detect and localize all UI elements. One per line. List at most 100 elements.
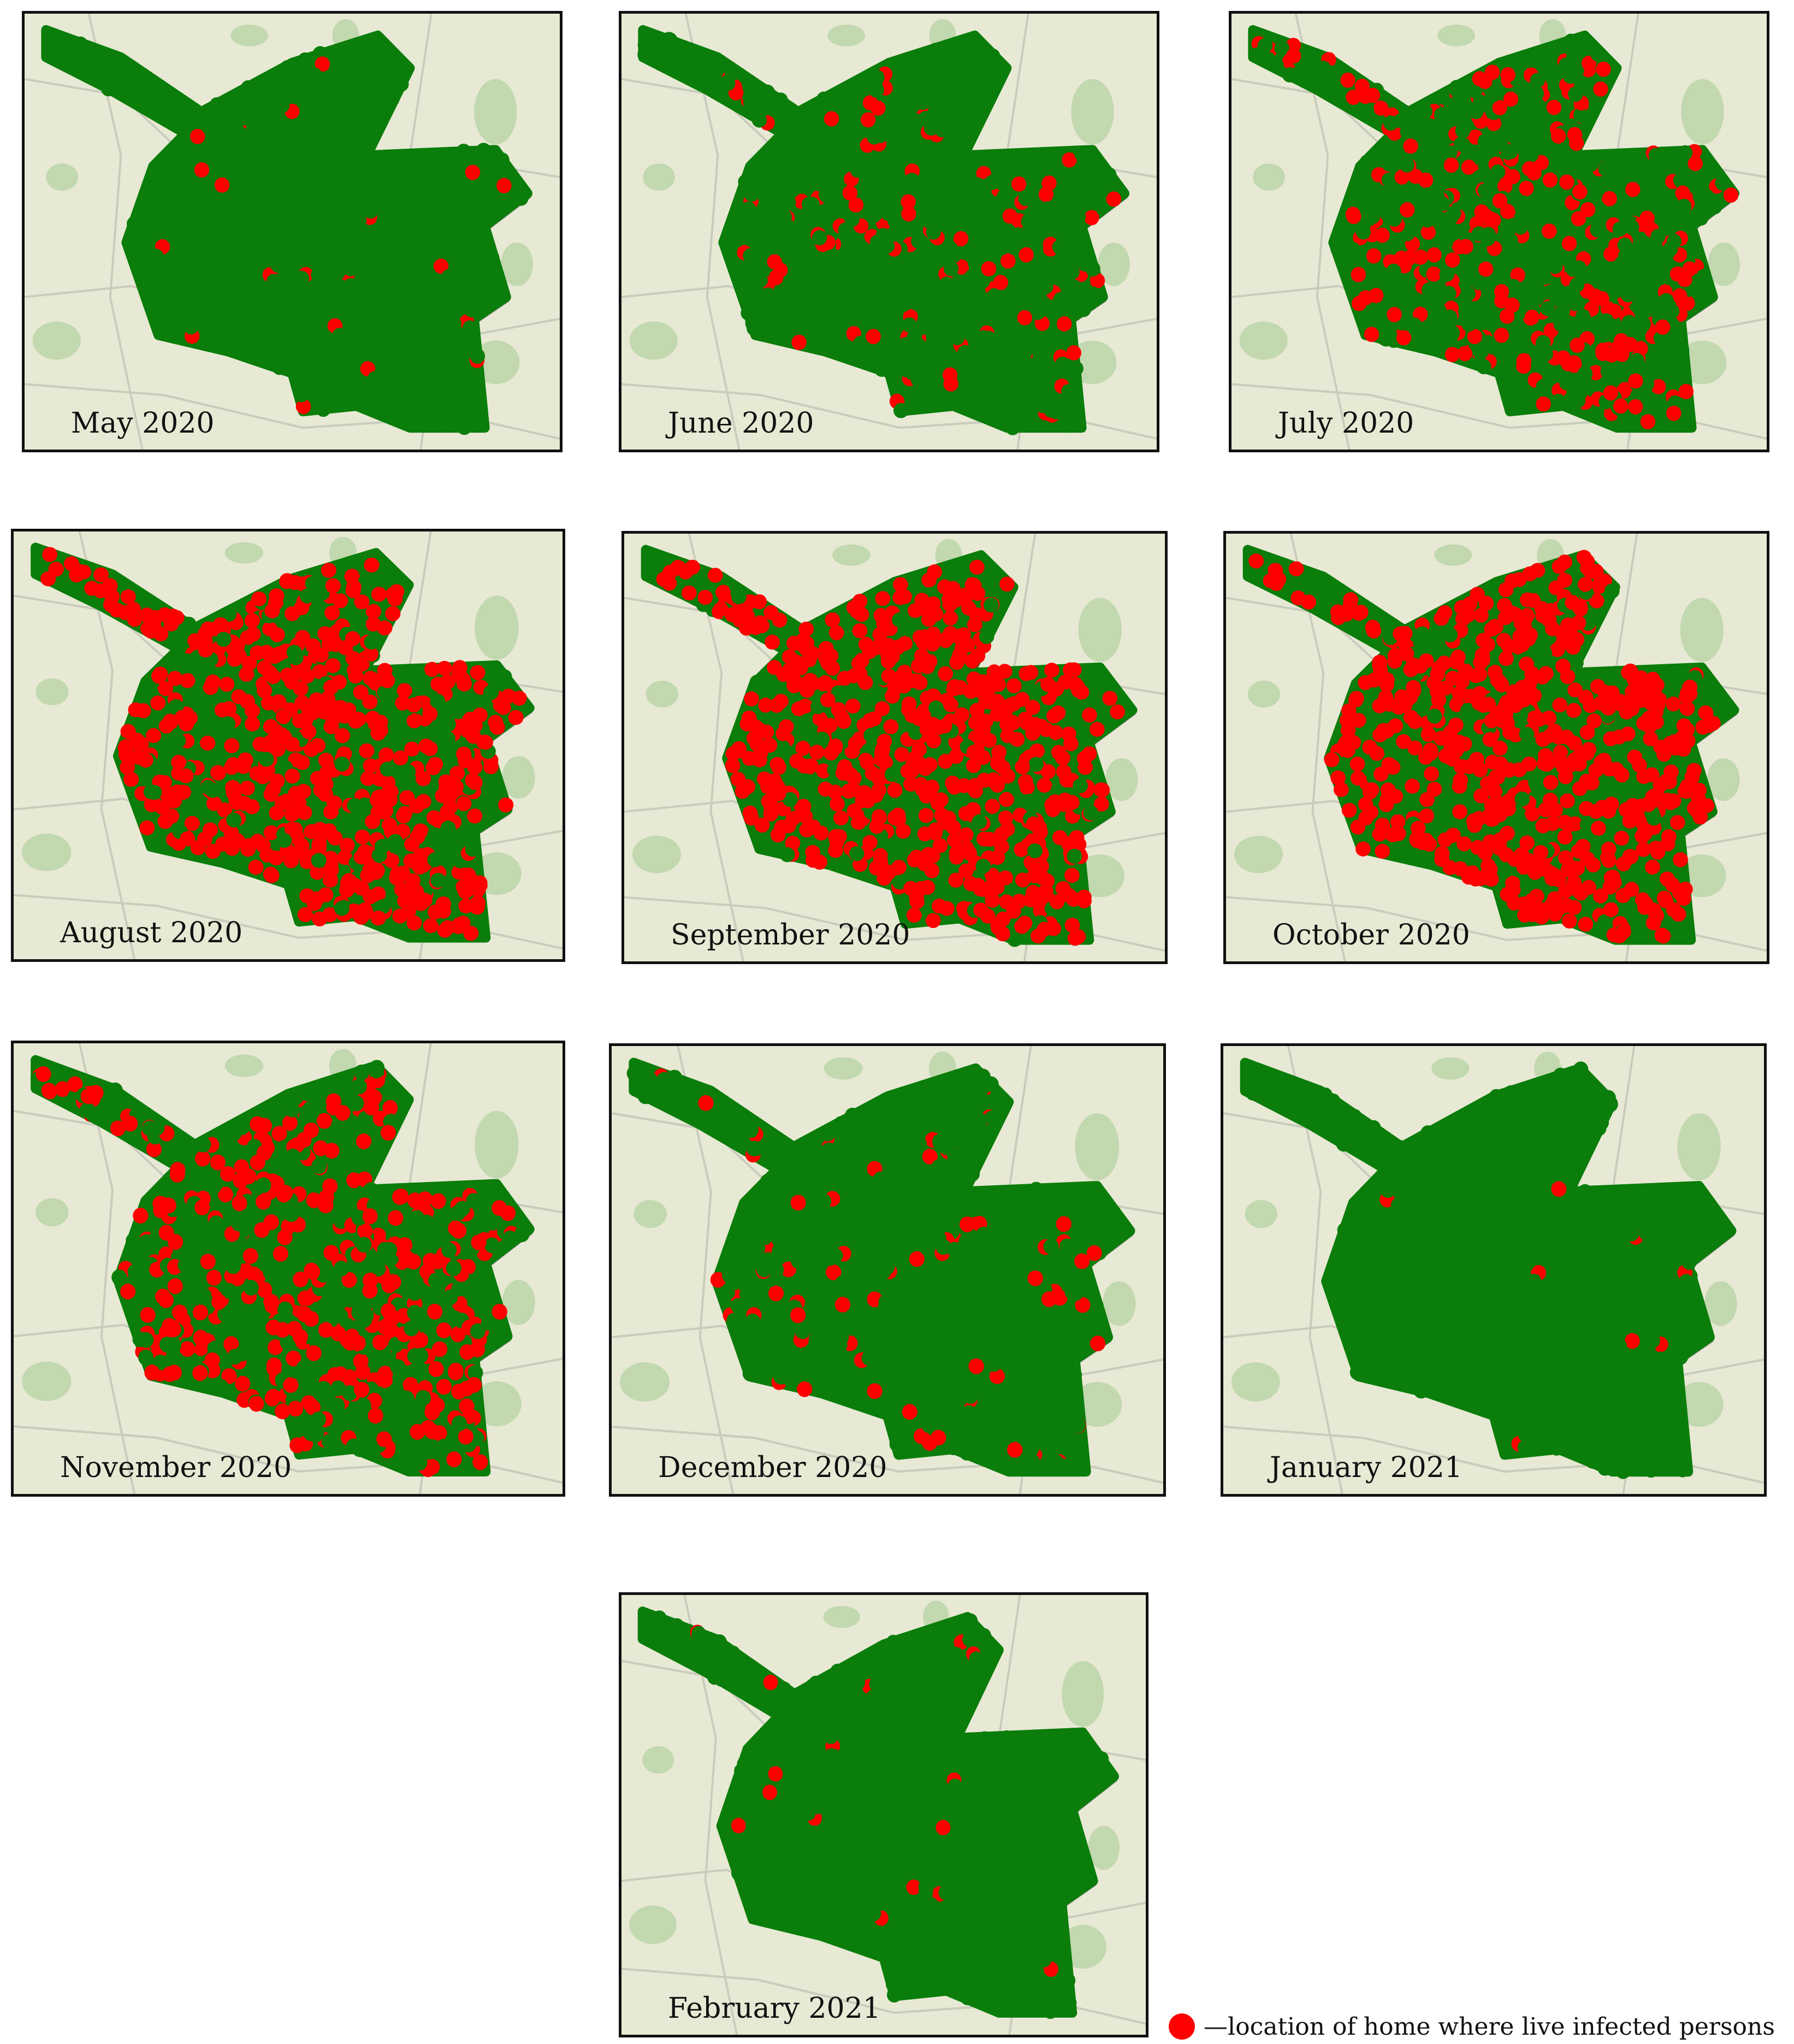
home-marker [226, 1125, 242, 1142]
infected-home-marker [1632, 758, 1647, 773]
home-marker [964, 269, 979, 285]
home-marker [381, 1396, 398, 1412]
infected-home-marker [202, 822, 218, 837]
home-marker [166, 216, 181, 232]
home-marker [135, 249, 151, 265]
infected-home-marker [872, 771, 887, 787]
infected-home-marker [1500, 204, 1515, 220]
infected-home-marker [170, 1162, 186, 1178]
home-marker [386, 1408, 402, 1425]
home-marker [1436, 111, 1451, 127]
infected-home-marker [187, 633, 203, 648]
home-marker [1528, 776, 1543, 792]
home-marker [1345, 242, 1361, 257]
infected-home-marker [316, 1113, 332, 1129]
home-marker [1013, 1410, 1029, 1426]
home-marker [309, 217, 324, 233]
home-marker [886, 318, 901, 334]
infected-home-marker [1385, 760, 1401, 775]
infected-home-marker [1426, 675, 1442, 690]
infected-home-marker [1362, 740, 1378, 755]
home-marker [484, 1215, 501, 1231]
infected-home-marker [1062, 152, 1077, 168]
infected-home-marker [458, 753, 473, 769]
infected-home-marker [1519, 656, 1534, 672]
home-marker [127, 1263, 143, 1280]
infected-home-marker [477, 735, 493, 750]
infected-home-marker [263, 1214, 279, 1230]
home-marker [387, 834, 403, 849]
home-marker [1001, 311, 1017, 327]
infected-home-marker [1521, 756, 1537, 772]
infected-home-marker [1407, 740, 1423, 755]
infected-home-marker [785, 836, 801, 851]
infected-home-marker [178, 768, 194, 784]
infected-home-marker [120, 1284, 136, 1300]
home-marker [374, 1202, 390, 1218]
infected-home-marker [293, 844, 309, 860]
home-marker [371, 84, 387, 100]
infected-home-marker [325, 1093, 341, 1109]
home-marker [1065, 1384, 1081, 1400]
infected-home-marker [1452, 804, 1467, 819]
home-marker [304, 1109, 319, 1126]
infected-home-marker [325, 578, 341, 594]
map-panel-september-2020: September 2020 [621, 531, 1168, 964]
infected-home-marker [1062, 888, 1077, 903]
infected-home-marker [1501, 639, 1517, 654]
home-marker [258, 107, 273, 122]
infected-home-marker [265, 1319, 281, 1336]
home-marker [760, 84, 775, 100]
home-marker [192, 204, 208, 220]
infected-home-marker [364, 557, 380, 573]
home-marker [1021, 379, 1037, 395]
home-marker [926, 224, 941, 240]
home-marker [441, 1242, 457, 1259]
home-marker [231, 1215, 247, 1232]
infected-home-marker [926, 688, 941, 704]
infected-home-marker [1056, 797, 1072, 812]
home-marker [820, 146, 835, 162]
infected-home-marker [368, 1408, 383, 1424]
infected-home-marker [120, 760, 135, 775]
infected-home-marker [880, 637, 896, 653]
home-marker [387, 306, 402, 322]
infected-home-marker [820, 692, 836, 708]
map-panel-october-2020: October 2020 [1223, 531, 1769, 964]
home-marker [1074, 145, 1090, 161]
home-marker [1568, 655, 1584, 671]
home-marker [821, 205, 837, 221]
infected-home-marker [427, 757, 443, 772]
infected-home-marker [809, 745, 825, 760]
home-marker [256, 149, 271, 165]
infected-home-marker [234, 1159, 250, 1175]
home-marker [220, 716, 236, 731]
infected-home-marker [789, 654, 804, 670]
infected-home-marker [310, 737, 326, 753]
infected-home-marker [489, 720, 505, 735]
home-marker [393, 410, 408, 426]
infected-home-marker [322, 907, 338, 923]
infected-home-marker [275, 709, 292, 724]
infected-home-marker [432, 1341, 448, 1357]
infected-home-marker [1403, 710, 1419, 725]
home-marker [963, 1070, 979, 1086]
infected-home-marker [1517, 907, 1532, 923]
infected-home-marker [356, 1133, 372, 1149]
infected-home-marker [994, 826, 1009, 842]
infected-home-marker [1396, 734, 1411, 749]
infected-home-marker [35, 1066, 51, 1082]
home-marker [1477, 133, 1493, 149]
infected-home-marker [1593, 888, 1608, 903]
infected-home-marker [275, 1403, 291, 1420]
infected-home-marker [1517, 612, 1532, 628]
home-marker [262, 1158, 278, 1174]
infected-home-marker [263, 1293, 279, 1310]
home-marker [478, 206, 493, 222]
home-marker [1568, 296, 1583, 311]
home-marker [436, 175, 452, 191]
home-marker [1080, 189, 1096, 205]
infected-home-marker [40, 571, 56, 587]
infected-home-marker [380, 775, 396, 790]
infected-home-marker [292, 713, 307, 729]
